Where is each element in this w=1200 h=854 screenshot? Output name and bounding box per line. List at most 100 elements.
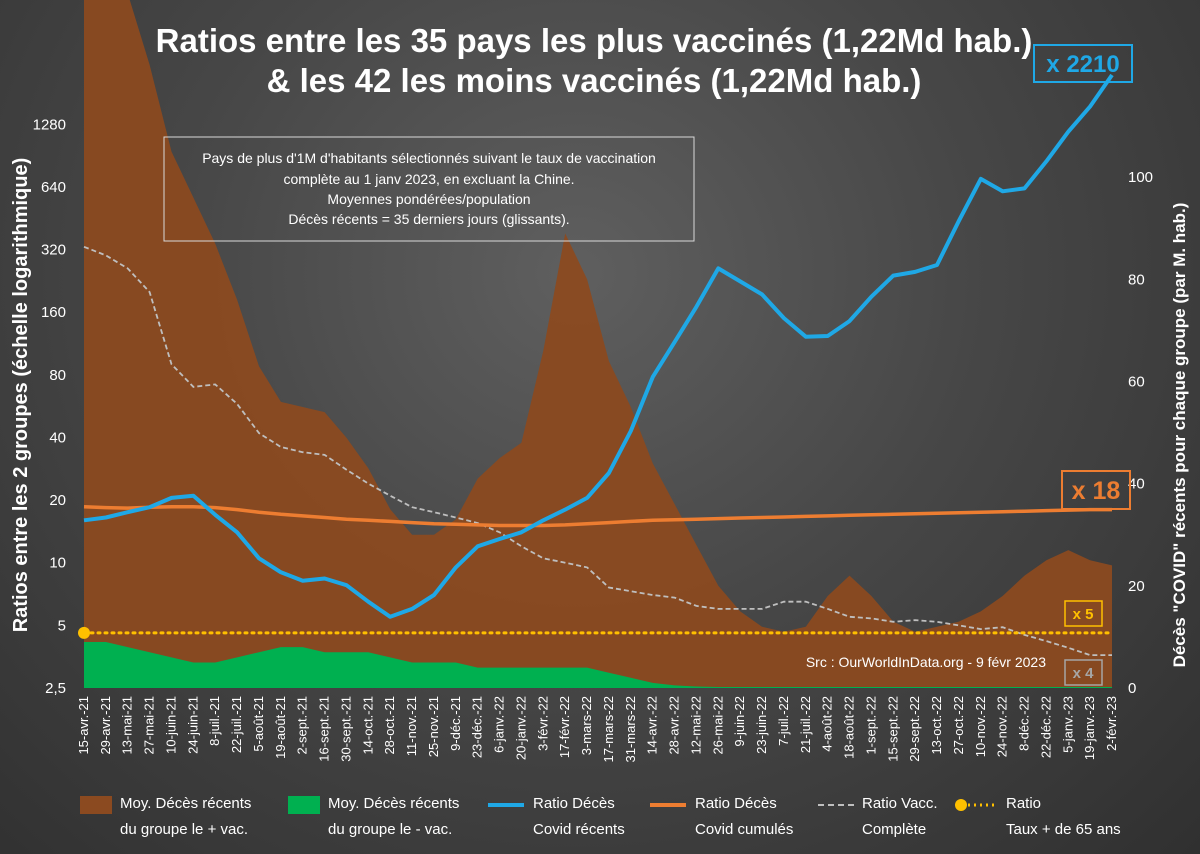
x-axis-tick-label: 9-juin-22: [732, 696, 747, 747]
x-axis-tick-label: 8-déc.-22: [1017, 696, 1032, 751]
area-more-vaccinated-deaths: [84, 0, 1112, 688]
x-axis-tick-label: 25-nov.-21: [426, 696, 441, 757]
left-axis-tick-label: 10: [49, 555, 66, 572]
line-recent-ratio: [83, 73, 1114, 619]
note-line-1: Pays de plus d'1M d'habitants sélectionn…: [202, 150, 656, 166]
line-vacc-ratio: [83, 245, 1112, 656]
legend-label-3a: Ratio Décès: [533, 795, 615, 812]
over65-ratio-start-marker: [78, 626, 90, 639]
x-axis-tick-label: 28-avr.-22: [667, 696, 682, 755]
legend-item-more-vaccinated: Moy. Décès récents du groupe le + vac.: [80, 795, 251, 838]
x-axis-tick-label: 13-mai-21: [120, 696, 135, 755]
x-axis-tick-label: 20-janv.-22: [513, 696, 528, 760]
legend: Moy. Décès récents du groupe le + vac. M…: [80, 795, 1121, 838]
line-series: [78, 73, 1114, 656]
left-axis-tick-label: 640: [41, 179, 66, 196]
x-axis-tick-label: 23-déc.-21: [470, 696, 485, 758]
x-axis-tick-label: 30-sept.-21: [338, 696, 353, 762]
x-axis-tick-label: 10-juin-21: [163, 696, 178, 754]
right-axis-label: Décès "COVID" récents pour chaque groupe…: [1170, 203, 1189, 668]
legend-item-cumulative-ratio: Ratio Décès Covid cumulés: [650, 795, 793, 838]
legend-swatch-yellow-dot: [955, 799, 967, 811]
x-axis-tick-label: 19-janv.-23: [1082, 696, 1097, 760]
legend-item-recent-ratio: Ratio Décès Covid récents: [488, 795, 625, 838]
x-axis-tick-label: 17-févr.-22: [557, 696, 572, 758]
legend-label-3b: Covid récents: [533, 821, 625, 838]
x-axis-tick-label: 6-janv.-22: [492, 696, 507, 753]
x-axis-tick-label: 11-nov.-21: [404, 696, 419, 756]
note-line-2: complète au 1 janv 2023, en excluant la …: [283, 171, 574, 187]
legend-label-6b: Taux + de 65 ans: [1006, 821, 1121, 838]
x-axis-tick-label: 2-sept.-21: [295, 696, 310, 755]
x-axis-tick-label: 3-févr.-22: [535, 696, 550, 751]
x-axis-tick-label: 21-juil.-22: [798, 696, 813, 753]
x-axis-tick-label: 12-mai-22: [688, 696, 703, 755]
callout-vacc-ratio: x 4: [1064, 659, 1103, 686]
x-axis-tick-label: 15-sept.-22: [885, 696, 900, 762]
note-box: Pays de plus d'1M d'habitants sélectionn…: [163, 136, 695, 242]
x-axis-tick-label: 23-juin-22: [754, 696, 769, 754]
area-series: [84, 0, 1112, 688]
x-axis-tick-label: 24-juin-21: [185, 696, 200, 754]
legend-swatch-green-area: [288, 796, 320, 814]
legend-label-2b: du groupe le - vac.: [328, 821, 452, 838]
x-axis-tick-label: 4-août-22: [820, 696, 835, 752]
x-axis-tick-label: 19-août-21: [273, 696, 288, 759]
left-axis-tick-label: 20: [49, 492, 66, 509]
right-axis-tick-label: 60: [1128, 374, 1145, 391]
x-axis-tick-label: 17-mars-22: [601, 696, 616, 762]
note-line-4: Décès récents = 35 derniers jours (gliss…: [288, 211, 569, 227]
right-axis-tick-label: 0: [1128, 680, 1136, 697]
x-axis-tick-label: 22-juil.-21: [229, 696, 244, 753]
x-axis-tick-label: 22-déc.-22: [1038, 696, 1053, 758]
left-axis-ticks: 2,5 5 10 20 40 80 160 320 640 1280: [33, 116, 66, 697]
right-axis-ticks: 0 20 40 60 80 100: [1128, 169, 1153, 697]
x-axis-tick-label: 27-oct.-22: [951, 696, 966, 755]
area-less-vaccinated-deaths: [84, 642, 1112, 688]
x-axis-tick-label: 24-nov.-22: [995, 696, 1010, 757]
x-axis-tick-label: 15-avr.-21: [76, 696, 91, 755]
x-axis-tick-label: 18-août-22: [842, 696, 857, 759]
callout-recent-ratio-text: x 2210: [1046, 51, 1119, 78]
left-axis-tick-label: 320: [41, 242, 66, 259]
right-axis-tick-label: 80: [1128, 271, 1145, 288]
legend-label-5b: Complète: [862, 821, 926, 838]
x-axis-tick-label: 3-mars-22: [579, 696, 594, 755]
left-axis-tick-label: 160: [41, 304, 66, 321]
source-text: Src : OurWorldInData.org - 9 févr 2023: [806, 654, 1046, 670]
left-axis-label: Ratios entre les 2 groupes (échelle loga…: [10, 158, 32, 633]
legend-item-less-vaccinated: Moy. Décès récents du groupe le - vac.: [288, 795, 459, 838]
x-axis-tick-label: 5-janv.-23: [1060, 696, 1075, 753]
right-axis-tick-label: 100: [1128, 169, 1153, 186]
x-axis-tick-label: 29-avr.-21: [98, 696, 113, 755]
callout-recent-ratio: x 2210: [1033, 44, 1133, 83]
x-axis-tick-label: 5-août-21: [251, 696, 266, 752]
legend-swatch-brown-area: [80, 796, 112, 814]
x-axis-tick-label: 26-mai-22: [710, 696, 725, 755]
left-axis-tick-label: 2,5: [45, 680, 66, 697]
legend-label-6a: Ratio: [1006, 795, 1041, 812]
legend-label-2a: Moy. Décès récents: [328, 795, 459, 812]
legend-label-5a: Ratio Vacc.: [862, 795, 938, 812]
left-axis-tick-label: 40: [49, 429, 66, 446]
chart-title-line-2: & les 42 les moins vaccinés (1,22Md hab.…: [267, 62, 922, 99]
x-axis-tick-label: 14-oct.-21: [360, 696, 375, 755]
right-axis-tick-label: 40: [1128, 476, 1145, 493]
x-axis-tick-label: 28-oct.-21: [382, 696, 397, 755]
left-axis-tick-label: 1280: [33, 116, 66, 133]
x-axis-tick-label: 16-sept.-21: [317, 696, 332, 762]
x-axis-tick-label: 27-mai-21: [142, 696, 157, 755]
x-axis-tick-label: 10-nov.-22: [973, 696, 988, 757]
legend-label-4a: Ratio Décès: [695, 795, 777, 812]
callout-cumulative-ratio-text: x 18: [1072, 477, 1121, 505]
callout-cumulative-ratio: x 18: [1061, 470, 1131, 510]
legend-label-4b: Covid cumulés: [695, 821, 793, 838]
x-axis-tick-label: 29-sept.-22: [907, 696, 922, 762]
chart-title-line-1: Ratios entre les 35 pays les plus vaccin…: [156, 22, 1033, 59]
x-axis-tick-label: 8-juil.-21: [207, 696, 222, 746]
legend-label-1a: Moy. Décès récents: [120, 795, 251, 812]
left-axis-tick-label: 80: [49, 367, 66, 384]
note-line-3: Moyennes pondérées/population: [327, 191, 530, 207]
callout-over65-ratio: x 5: [1064, 600, 1103, 627]
